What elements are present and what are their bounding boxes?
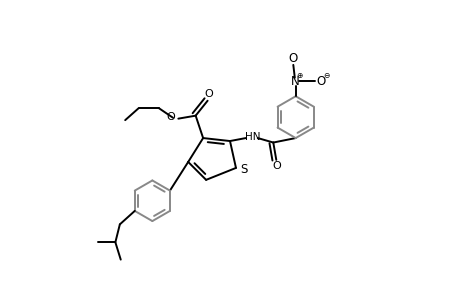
Text: ⊖: ⊖ (323, 71, 329, 80)
Text: O: O (316, 75, 325, 88)
Text: O: O (288, 52, 297, 65)
Text: O: O (204, 89, 213, 99)
Text: O: O (271, 161, 280, 171)
Text: ⊕: ⊕ (296, 71, 302, 80)
Text: N: N (290, 75, 299, 88)
Text: S: S (240, 163, 247, 176)
Text: HN: HN (244, 132, 260, 142)
Text: O: O (166, 112, 175, 122)
